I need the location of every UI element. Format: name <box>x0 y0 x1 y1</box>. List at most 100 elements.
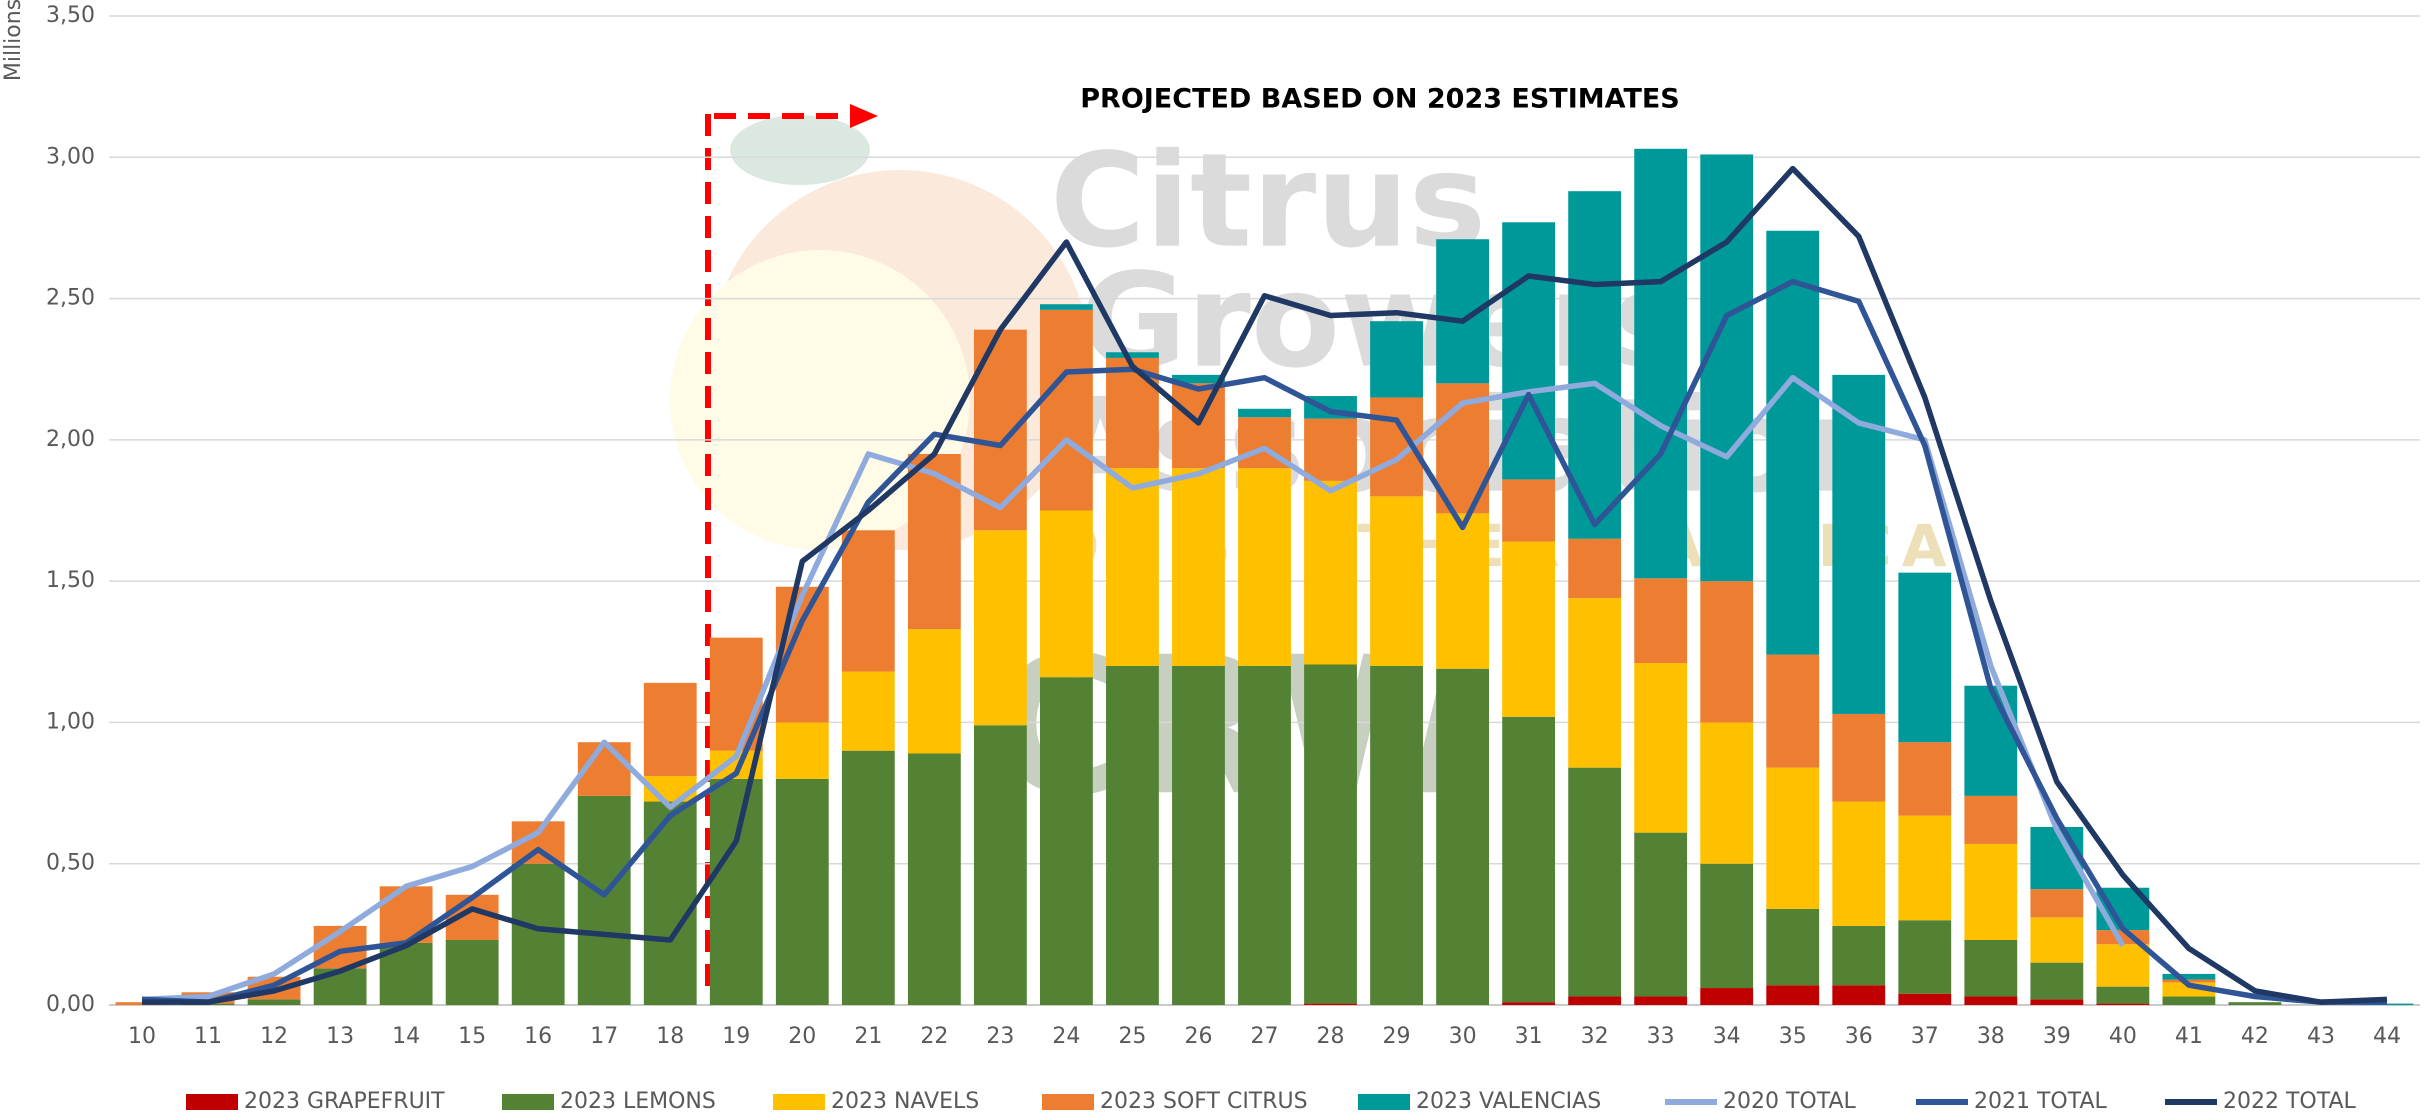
bar-segment <box>1172 665 1225 1005</box>
bar-segment <box>841 750 895 1005</box>
bar-segment <box>1766 908 1820 986</box>
bar-segment <box>643 682 697 777</box>
bar-segment <box>1832 713 1886 802</box>
bar-segment <box>1238 408 1291 418</box>
bar-segment <box>2096 986 2150 1004</box>
bar-segment <box>1436 513 1489 669</box>
bar-segment <box>1766 985 1820 1005</box>
bar-segment <box>1832 374 1886 714</box>
bar-segment <box>1040 309 1093 511</box>
y-tick-label: 1,00 <box>46 709 95 734</box>
bar-segment <box>1766 654 1820 768</box>
legend-label: 2022 TOTAL <box>2223 1089 2357 1114</box>
bar-segment <box>1304 664 1357 1004</box>
bar-segment <box>247 999 301 1005</box>
bar-segment <box>1502 541 1556 717</box>
x-tick-label: 20 <box>788 1024 816 1049</box>
bar-segment <box>1436 668 1489 1005</box>
x-tick-label: 16 <box>524 1024 552 1049</box>
bar-segment <box>2030 999 2084 1005</box>
bar-segment <box>1964 685 2018 796</box>
x-tick-label: 17 <box>590 1024 618 1049</box>
bar-segment <box>1568 598 1622 768</box>
bar-segment <box>1634 996 1688 1005</box>
legend-label: 2023 NAVELS <box>831 1089 979 1114</box>
y-tick-label: 2,50 <box>46 286 95 311</box>
x-tick-label: 14 <box>392 1024 420 1049</box>
x-tick-label: 13 <box>326 1024 354 1049</box>
bar-segment <box>775 586 829 723</box>
x-tick-label: 25 <box>1118 1024 1146 1049</box>
x-tick-label: 39 <box>2043 1024 2071 1049</box>
bar-segment <box>1172 374 1225 384</box>
bar-segment <box>1304 480 1357 665</box>
bar-segment <box>841 530 895 672</box>
bar-segment <box>1964 843 2018 941</box>
x-tick-label: 22 <box>920 1024 948 1049</box>
legend-label: 2023 LEMONS <box>560 1089 716 1114</box>
y-axis-label: Millions <box>1 0 26 81</box>
line <box>141 374 2126 1003</box>
bar-segment <box>2030 962 2084 1000</box>
x-tick-label: 24 <box>1052 1024 1080 1049</box>
bar-segment <box>2162 996 2216 1005</box>
legend-label: 2023 VALENCIAS <box>1416 1089 1601 1114</box>
legend-swatch <box>773 1094 825 1110</box>
bar-segment <box>907 753 961 1005</box>
bar-segment <box>2162 979 2216 983</box>
bar-segment <box>1634 663 1688 833</box>
x-tick-label: 44 <box>2373 1024 2401 1049</box>
bar-segment <box>1238 665 1291 1005</box>
bar-segment <box>1304 1003 1357 1005</box>
x-tick-label: 11 <box>194 1024 222 1049</box>
bar-segment <box>1898 572 1952 743</box>
bar-segment <box>1304 418 1357 481</box>
x-tick-label: 28 <box>1317 1024 1345 1049</box>
bar-segment <box>775 722 829 779</box>
x-tick-label: 27 <box>1251 1024 1279 1049</box>
bar-segment <box>1370 321 1423 398</box>
line <box>141 278 2387 1005</box>
bar-segment <box>1964 996 2018 1005</box>
bar-segment <box>1106 352 1159 358</box>
legend-label: 2020 TOTAL <box>1723 1089 1857 1114</box>
y-tick-label: 3,00 <box>46 144 95 169</box>
legend-swatch <box>502 1094 554 1110</box>
x-tick-label: 32 <box>1581 1024 1609 1049</box>
x-tick-label: 19 <box>722 1024 750 1049</box>
y-tick-label: 3,50 <box>46 3 95 28</box>
bar-segment <box>1634 578 1688 664</box>
legend-label: 2023 GRAPEFRUIT <box>244 1089 445 1114</box>
bar-segment <box>709 778 763 1005</box>
legend-swatch <box>1358 1094 1410 1110</box>
bar-segment <box>973 530 1027 726</box>
projection-arrowhead <box>850 104 878 128</box>
x-tick-label: 15 <box>458 1024 486 1049</box>
bar-segment <box>1700 581 1754 723</box>
bar-segment <box>1964 795 2018 844</box>
x-tick-label: 21 <box>854 1024 882 1049</box>
bar-segment <box>1502 222 1556 480</box>
bar-segment <box>1172 468 1225 666</box>
x-tick-label: 29 <box>1383 1024 1411 1049</box>
bar-segment <box>1040 677 1093 1005</box>
x-tick-label: 35 <box>1779 1024 1807 1049</box>
x-tick-label: 36 <box>1845 1024 1873 1049</box>
bar-segment <box>1568 191 1622 539</box>
bar-segment <box>1634 148 1688 579</box>
x-tick-label: 26 <box>1184 1024 1212 1049</box>
y-tick-label: 0,00 <box>46 992 95 1017</box>
annotation: PROJECTED BASED ON 2023 ESTIMATES <box>1080 84 1680 115</box>
bar-segment <box>643 801 697 1005</box>
bar-segment <box>1964 940 2018 997</box>
bar-segment <box>577 795 631 1005</box>
x-tick-label: 10 <box>128 1024 156 1049</box>
legend-swatch <box>186 1094 238 1110</box>
bar-segment <box>1832 985 1886 1005</box>
bar-segment <box>1238 468 1291 666</box>
bar-segment <box>1898 815 1952 921</box>
bar-segment <box>511 863 565 1005</box>
bar-segment <box>1568 767 1622 997</box>
bar-segment <box>1106 468 1159 666</box>
